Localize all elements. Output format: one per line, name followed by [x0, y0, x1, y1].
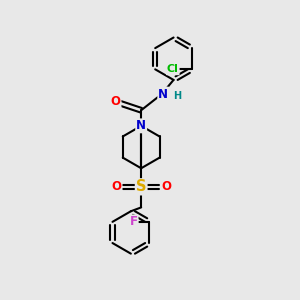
Text: N: N [158, 88, 168, 100]
Text: H: H [173, 91, 181, 100]
Text: O: O [110, 95, 121, 108]
Text: S: S [136, 179, 146, 194]
Text: Cl: Cl [167, 64, 179, 74]
Text: O: O [111, 180, 122, 193]
Text: N: N [136, 119, 146, 132]
Text: F: F [130, 215, 138, 228]
Text: O: O [161, 180, 171, 193]
